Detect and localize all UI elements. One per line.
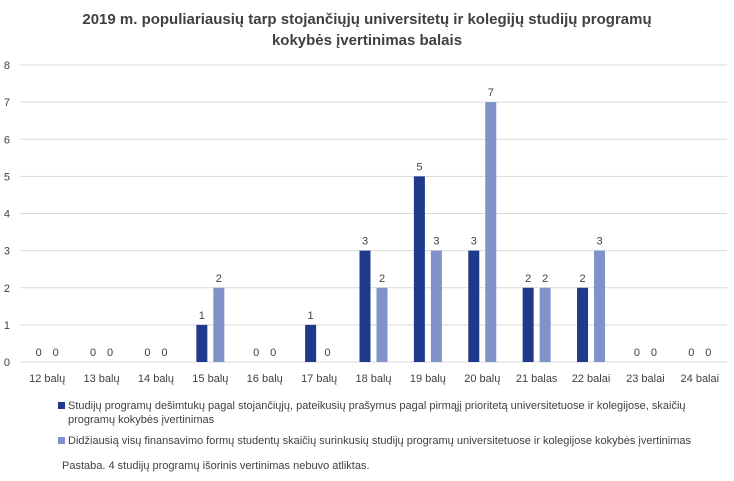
y-tick-label: 8 [4, 60, 10, 72]
bar-series-1-20-balų [468, 250, 480, 362]
data-label: 1 [199, 310, 205, 322]
data-label: 3 [471, 236, 477, 248]
y-tick-label: 5 [4, 171, 10, 183]
bars [196, 102, 606, 362]
data-label: 0 [325, 347, 331, 359]
bar-series-2-15-balų [213, 287, 225, 362]
x-tick-label: 19 balų [410, 373, 446, 385]
data-label: 0 [107, 347, 113, 359]
data-label: 1 [308, 310, 314, 322]
legend-swatch-series-2 [58, 437, 65, 444]
chart: 2019 m. populiariausių tarp stojančiųjų … [4, 11, 727, 385]
chart-title-line-1: 2019 m. populiariausių tarp stojančiųjų … [82, 11, 651, 28]
bar-series-1-22-balai [577, 287, 589, 362]
bar-series-2-19-balų [430, 250, 442, 362]
data-label: 0 [144, 347, 150, 359]
data-label: 2 [525, 273, 531, 285]
legend-item-series-2: Didžiausią visų finansavimo formų studen… [58, 434, 718, 448]
y-tick-label: 6 [4, 134, 10, 146]
bar-series-1-21-balas [522, 287, 534, 362]
legend-label-series-1: Studijų programų dešimtukų pagal stojanč… [68, 400, 686, 426]
bar-series-2-18-balų [376, 287, 388, 362]
x-tick-label: 13 balų [84, 373, 120, 385]
y-tick-label: 2 [4, 283, 10, 295]
y-tick-label: 4 [4, 209, 10, 221]
bar-series-1-19-balų [413, 176, 425, 362]
data-label: 0 [651, 347, 657, 359]
bar-series-1-18-balų [359, 250, 371, 362]
bar-series-2-21-balas [539, 287, 551, 362]
y-tick-label: 7 [4, 97, 10, 109]
x-tick-label: 18 balų [355, 373, 391, 385]
data-label: 3 [362, 236, 368, 248]
x-tick-label: 12 balų [29, 373, 65, 385]
data-label: 3 [596, 236, 602, 248]
bar-series-1-17-balų [305, 324, 317, 362]
bar-series-2-20-balų [485, 102, 497, 362]
legend-item-series-1: Studijų programų dešimtukų pagal stojanč… [58, 399, 718, 427]
bar-series-1-15-balų [196, 324, 208, 362]
legend: Studijų programų dešimtukų pagal stojanč… [58, 399, 718, 455]
x-tick-label: 14 balų [138, 373, 174, 385]
data-label: 0 [90, 347, 96, 359]
x-tick-label: 24 balai [681, 373, 720, 385]
data-label: 3 [433, 236, 439, 248]
chart-note: Pastaba. 4 studijų programų išorinis ver… [62, 460, 370, 472]
data-label: 0 [705, 347, 711, 359]
x-tick-label: 15 balų [192, 373, 228, 385]
chart-title-line-2: kokybės įvertinimas balais [272, 32, 462, 49]
x-tick-label: 21 balas [516, 373, 558, 385]
data-label: 2 [542, 273, 548, 285]
x-tick-label: 23 balai [626, 373, 665, 385]
data-label: 2 [216, 273, 222, 285]
x-axis-ticks: 12 balų 13 balų 14 balų 15 balų 16 balų 17 ba… [29, 373, 719, 385]
x-tick-label: 20 balų [464, 373, 500, 385]
data-label: 0 [270, 347, 276, 359]
legend-label-series-2: Didžiausią visų finansavimo formų studen… [68, 435, 692, 447]
gridlines [20, 64, 727, 363]
y-tick-label: 3 [4, 246, 10, 258]
data-label: 0 [161, 347, 167, 359]
data-label: 0 [53, 347, 59, 359]
y-tick-label: 0 [4, 357, 10, 369]
x-tick-label: 22 balai [572, 373, 611, 385]
x-tick-label: 17 balų [301, 373, 337, 385]
data-label: 0 [688, 347, 694, 359]
bar-series-2-22-balai [594, 250, 606, 362]
x-tick-label: 16 balų [247, 373, 283, 385]
data-label: 0 [36, 347, 42, 359]
data-label: 2 [379, 273, 385, 285]
chart-title: 2019 m. populiariausių tarp stojančiųjų … [82, 11, 651, 49]
data-label: 2 [579, 273, 585, 285]
data-label: 0 [253, 347, 259, 359]
data-label: 5 [416, 161, 422, 173]
data-label: 0 [634, 347, 640, 359]
y-tick-label: 1 [4, 320, 10, 332]
legend-swatch-series-1 [58, 402, 65, 409]
data-label: 7 [488, 87, 494, 99]
y-axis-ticks: 0 1 2 3 4 5 6 7 8 [4, 60, 10, 369]
